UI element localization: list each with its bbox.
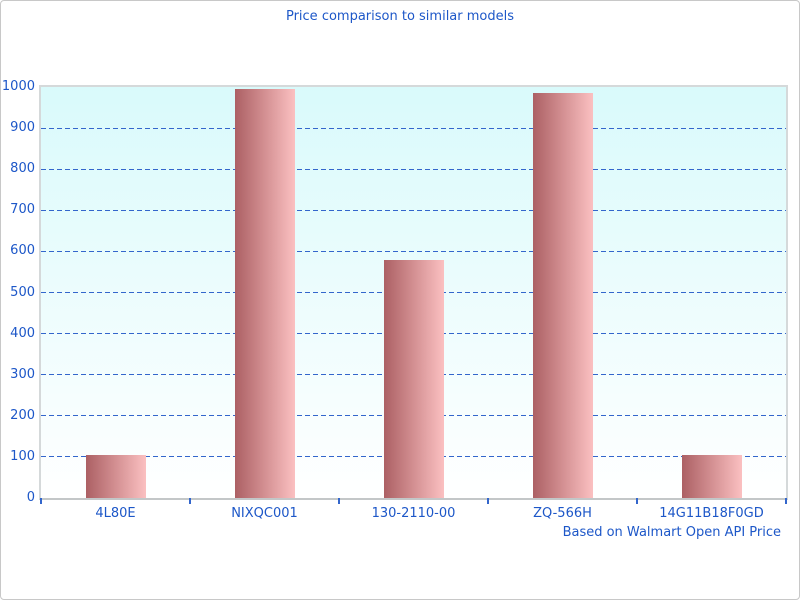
y-axis-label-200: 200: [10, 407, 35, 423]
x-axis-tick: [40, 498, 42, 504]
x-axis-tick: [785, 498, 787, 504]
bar-130-2110-00: [383, 259, 444, 498]
x-axis-label-130-2110-00: 130-2110-00: [371, 506, 456, 521]
gridline-800: [41, 168, 786, 170]
y-axis-label-600: 600: [10, 243, 35, 259]
x-axis-label-NIXQC001: NIXQC001: [231, 506, 298, 521]
chart-footer: Based on Walmart Open API Price: [562, 525, 781, 540]
x-axis-tick: [487, 498, 489, 504]
y-axis-label-900: 900: [10, 120, 35, 136]
x-axis-label-4L80E: 4L80E: [95, 506, 136, 521]
chart-title: Price comparison to similar models: [285, 9, 515, 24]
x-axis-tick: [636, 498, 638, 504]
y-axis-label-700: 700: [10, 202, 35, 218]
bar-ZQ-566H: [532, 93, 593, 498]
bar-4L80E: [85, 454, 146, 498]
x-axis-tick: [338, 498, 340, 504]
bar-14G11B18F0GD: [681, 454, 742, 498]
y-axis-label-500: 500: [10, 284, 35, 300]
plot-area: [39, 85, 788, 500]
y-axis-label-800: 800: [10, 161, 35, 177]
gridline-700: [41, 209, 786, 211]
x-axis-label-ZQ-566H: ZQ-566H: [533, 506, 592, 521]
gridline-900: [41, 127, 786, 129]
y-axis-label-0: 0: [26, 490, 35, 505]
bar-NIXQC001: [234, 89, 295, 498]
y-axis-label-100: 100: [10, 448, 35, 464]
y-axis-label-300: 300: [10, 366, 35, 382]
x-axis-label-14G11B18F0GD: 14G11B18F0GD: [659, 506, 764, 521]
gridline-600: [41, 250, 786, 252]
y-axis-label-400: 400: [10, 325, 35, 341]
x-axis-tick: [189, 498, 191, 504]
y-axis-label-1000: 1000: [1, 79, 35, 94]
